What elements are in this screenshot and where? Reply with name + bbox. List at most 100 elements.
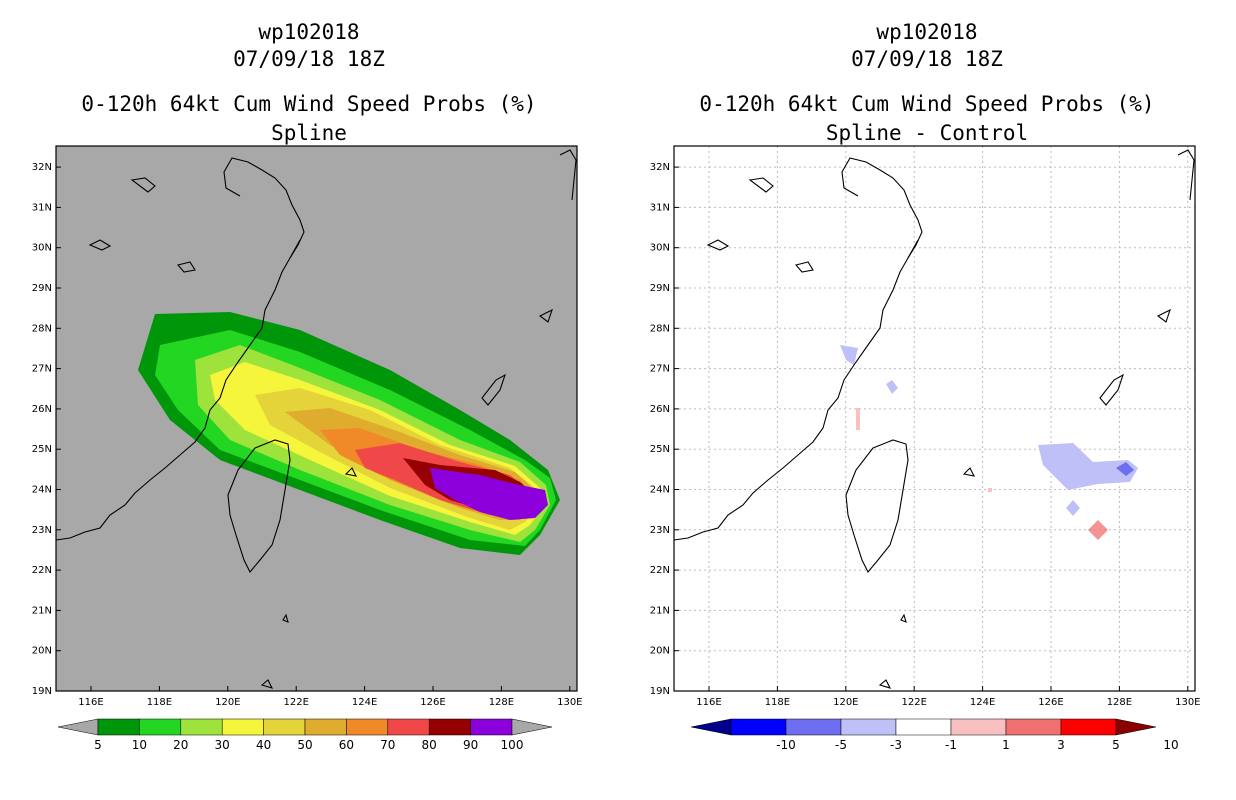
coastlines (673, 149, 1195, 689)
lat-tick-label: 22N (32, 565, 52, 576)
colorbar-label: 60 (339, 738, 354, 752)
map-difference: 116E 118E 120E 122E 124E 126E 128E 130E 19N 20N 2… (650, 145, 1201, 752)
lat-tick-label: 31N (650, 202, 670, 213)
lon-tick-label: 126E (1038, 697, 1063, 708)
colorbar-label: 20 (173, 738, 188, 752)
colorbar-label: 50 (297, 738, 312, 752)
probability-contours (138, 312, 560, 555)
map-frame (673, 145, 1196, 692)
lat-tick-label: 32N (650, 162, 670, 173)
lat-tick-label: 27N (650, 364, 670, 375)
lon-tick-label: 118E (765, 697, 790, 708)
colorbar-label: 3 (1057, 738, 1065, 752)
lat-tick-label: 30N (650, 243, 670, 254)
lat-tick-label: 24N (650, 485, 670, 496)
product-title: 0-120h 64kt Cum Wind Speed Probs (%) (699, 92, 1155, 116)
lat-tick-label: 21N (32, 605, 52, 616)
panel-spline-minus-control: wp102018 07/09/18 18Z 0-120h 64kt Cum Wi… (618, 0, 1236, 800)
lon-tick-label: 130E (1175, 697, 1200, 708)
storm-id: wp102018 (258, 20, 360, 44)
colorbar-swatch (180, 718, 223, 736)
lon-tick-label: 118E (147, 697, 172, 708)
storm-id: wp102018 (876, 20, 978, 44)
lat-tick-label: 28N (32, 323, 52, 334)
colorbar-swatch (304, 718, 347, 736)
colorbar-label: 40 (256, 738, 271, 752)
lon-tick-label: 122E (283, 697, 308, 708)
colorbar-swatch (1005, 718, 1062, 736)
lon-tick-label: 124E (970, 697, 995, 708)
lon-tick-label: 116E (78, 697, 103, 708)
colorbar-label: 30 (215, 738, 230, 752)
colorbar: 5 10 20 30 40 50 60 70 80 90 100 (57, 718, 553, 752)
lat-axis: 19N 20N 21N 22N 23N 24N 25N 26N 27N 28N 29N 30N 31N 3… (650, 162, 679, 697)
lat-tick-label: 20N (650, 646, 670, 657)
lat-tick-label: 19N (32, 686, 52, 697)
lon-axis: 116E 118E 120E 122E 124E 126E 128E 130E (78, 686, 583, 708)
colorbar-underflow (690, 718, 732, 736)
coastlines (55, 149, 577, 689)
lat-tick-label: 19N (650, 686, 670, 697)
colorbar-underflow (57, 718, 99, 736)
colorbar-label: 80 (422, 738, 437, 752)
lat-tick-label: 25N (32, 444, 52, 455)
lon-tick-label: 130E (557, 697, 582, 708)
colorbar-overflow (1115, 718, 1157, 736)
datetime: 07/09/18 18Z (233, 47, 385, 71)
difference-contours (840, 345, 1138, 540)
colorbar-swatch (470, 718, 513, 736)
lat-tick-label: 23N (650, 525, 670, 536)
panel-subtitle: Spline - Control (825, 121, 1029, 145)
lon-tick-label: 128E (489, 697, 514, 708)
colorbar-label: 70 (380, 738, 395, 752)
lat-tick-label: 22N (650, 565, 670, 576)
colorbar: -10 -5 -3 -1 1 3 5 10 (690, 718, 1179, 752)
lat-tick-label: 29N (650, 283, 670, 294)
lon-tick-label: 128E (1107, 697, 1132, 708)
map-background (674, 146, 1195, 691)
map-frame (55, 145, 578, 692)
map-spline: 116E 118E 120E 122E 124E 126E 128E 130E 19N 20N 2… (32, 145, 583, 752)
lat-tick-label: 32N (32, 162, 52, 173)
colorbar-swatch (950, 718, 1007, 736)
colorbar-swatch (139, 718, 182, 736)
lat-tick-label: 25N (650, 444, 670, 455)
lat-tick-label: 31N (32, 202, 52, 213)
colorbar-swatch (730, 718, 787, 736)
colorbar-swatch (785, 718, 842, 736)
colorbar-label: -5 (835, 738, 847, 752)
lon-tick-label: 116E (696, 697, 721, 708)
colorbar-label: -1 (945, 738, 957, 752)
lat-axis: 19N 20N 21N 22N 23N 24N 25N 26N 27N 28N 29N 30N 31N 3… (32, 162, 61, 697)
lon-tick-label: 120E (833, 697, 858, 708)
colorbar-label: 5 (94, 738, 102, 752)
colorbar-label: 5 (1112, 738, 1120, 752)
lat-tick-label: 24N (32, 485, 52, 496)
colorbar-label: -10 (776, 738, 796, 752)
lat-tick-label: 21N (650, 605, 670, 616)
lat-tick-label: 26N (650, 404, 670, 415)
colorbar-overflow (511, 718, 553, 736)
colorbar-swatch (263, 718, 306, 736)
lon-tick-label: 122E (901, 697, 926, 708)
colorbar-swatch (346, 718, 389, 736)
colorbar-swatch (840, 718, 897, 736)
panel-subtitle: Spline (271, 121, 347, 145)
lat-tick-label: 23N (32, 525, 52, 536)
colorbar-label: 90 (463, 738, 478, 752)
lon-tick-label: 124E (352, 697, 377, 708)
colorbar-label: 100 (501, 738, 524, 752)
lon-tick-label: 126E (420, 697, 445, 708)
lat-tick-label: 29N (32, 283, 52, 294)
colorbar-swatch (428, 718, 471, 736)
product-title: 0-120h 64kt Cum Wind Speed Probs (%) (81, 92, 537, 116)
lat-tick-label: 20N (32, 646, 52, 657)
lat-tick-label: 28N (650, 323, 670, 334)
datetime: 07/09/18 18Z (851, 47, 1003, 71)
colorbar-swatch (221, 718, 264, 736)
colorbar-label: 10 (132, 738, 147, 752)
colorbar-swatch (1060, 718, 1117, 736)
colorbar-swatch (387, 718, 430, 736)
colorbar-swatch (895, 718, 952, 736)
colorbar-label: -3 (890, 738, 902, 752)
